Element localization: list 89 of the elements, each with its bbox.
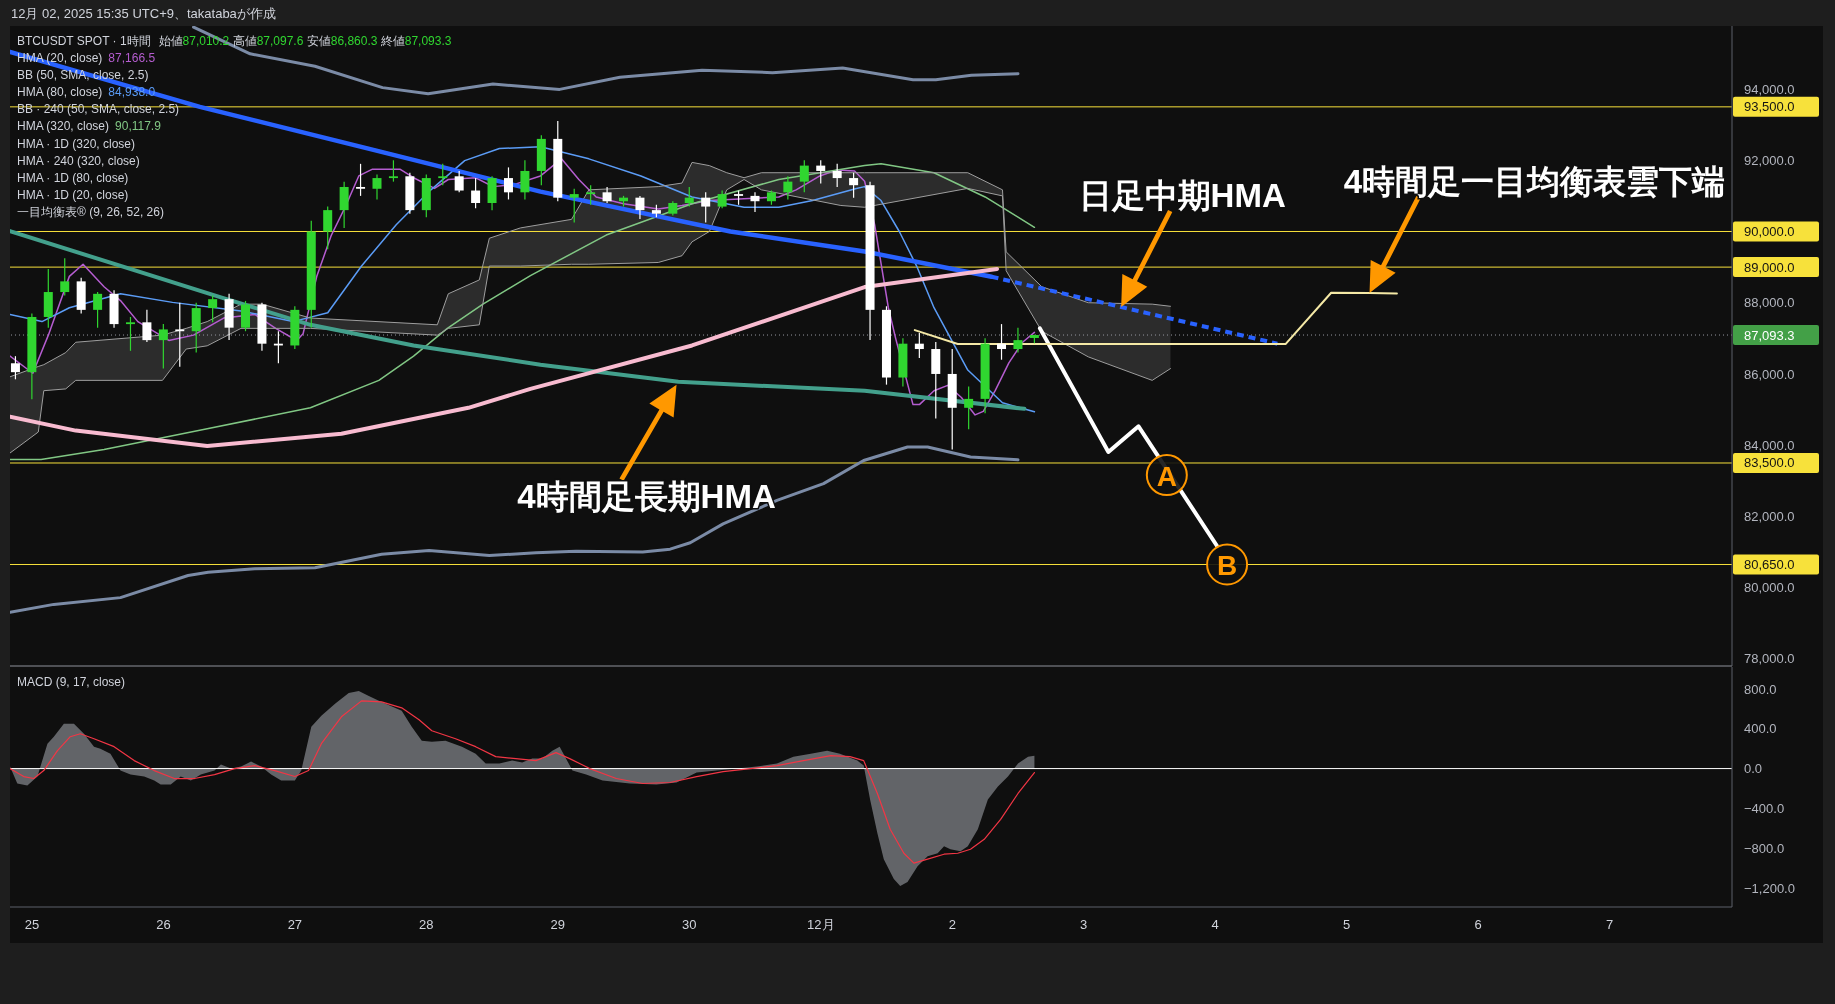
ref-line-label: 87,093.3 <box>1744 327 1795 343</box>
candlestick <box>849 172 859 199</box>
candlestick <box>635 195 645 220</box>
x-tick-label: 5 <box>1343 917 1351 933</box>
y-tick-label: 88,000.0 <box>1744 295 1795 311</box>
x-tick-label: 28 <box>419 917 434 933</box>
candlestick <box>783 175 793 201</box>
line-series <box>10 229 1027 411</box>
ref-line-label: 89,000.0 <box>1744 259 1795 275</box>
text: 12月 02, 2025 15:35 UTC+9、takatabaが作成 <box>11 5 276 23</box>
candlestick <box>914 332 924 359</box>
candlestick <box>158 323 168 370</box>
text: BTCUSDT SPOT · 1時間 <box>17 34 151 48</box>
candlestick <box>208 295 218 323</box>
x-tick-label: 25 <box>24 917 40 933</box>
annotation: HMA · 1D (80, close) <box>17 169 130 187</box>
y-tick-label: −800.0 <box>1744 840 1785 856</box>
y-tick-label: 86,000.0 <box>1744 366 1795 382</box>
candlestick <box>454 170 464 193</box>
candlestick <box>323 205 333 250</box>
y-tick-label: 80,000.0 <box>1744 580 1795 596</box>
annotation: 4時間足長期HMA <box>517 478 776 516</box>
candlestick <box>93 291 103 329</box>
candlestick <box>60 257 70 297</box>
line-series <box>913 291 1398 346</box>
candlestick <box>520 159 530 201</box>
candlestick <box>339 181 349 229</box>
candlestick <box>701 191 711 224</box>
text: MACD (9, 17, close) <box>17 675 126 689</box>
candlestick <box>750 191 760 213</box>
candlestick <box>997 323 1007 361</box>
candlestick <box>241 300 251 332</box>
candlestick <box>569 188 579 224</box>
ref-line-label: 93,500.0 <box>1744 99 1795 115</box>
y-tick-label: 78,000.0 <box>1744 651 1795 667</box>
y-tick-label: 94,000.0 <box>1744 81 1795 97</box>
x-tick-label: 12月 <box>807 917 835 933</box>
annotation: HMA · 1D (320, close) <box>17 135 137 153</box>
y-tick-label: 84,000.0 <box>1744 437 1795 453</box>
x-tick-label: 2 <box>948 917 956 933</box>
x-tick-label: 30 <box>682 917 697 933</box>
annotation: 一目均衡表® (9, 26, 52, 26) <box>17 203 165 221</box>
annotation: A <box>1156 460 1177 492</box>
x-tick-label: 6 <box>1474 917 1482 933</box>
candlestick <box>832 163 842 188</box>
candlestick <box>372 173 382 201</box>
candlestick <box>142 309 152 343</box>
line-series <box>10 700 1036 864</box>
annotation: HMA · 240 (320, close) <box>17 152 141 170</box>
candlestick <box>586 184 596 206</box>
annotation: HMA · 1D (20, close) <box>17 186 130 204</box>
x-tick-label: 27 <box>287 917 303 933</box>
y-tick-label: 400.0 <box>1744 721 1777 737</box>
candlestick <box>10 355 20 380</box>
candlestick <box>175 302 185 368</box>
y-tick-label: 92,000.0 <box>1744 152 1795 168</box>
candlestick <box>503 166 513 201</box>
candlestick <box>356 163 366 197</box>
y-tick-label: 800.0 <box>1744 681 1777 697</box>
annotation: 4時間足一目均衡表雲下端 <box>1343 162 1726 200</box>
annotation: HMA (320, close) 90,117.9 <box>17 118 162 136</box>
ref-line-label: 80,650.0 <box>1744 557 1795 572</box>
x-tick-label: 26 <box>156 917 171 933</box>
x-tick-label: 29 <box>550 917 566 933</box>
line-series <box>1037 326 1220 548</box>
line-series <box>10 266 999 448</box>
ref-line-label: 83,500.0 <box>1744 455 1795 471</box>
y-tick-label: 0.0 <box>1744 761 1763 777</box>
x-tick-label: 4 <box>1211 917 1219 933</box>
candlestick <box>799 159 809 193</box>
x-tick-label: 3 <box>1080 917 1088 933</box>
y-tick-label: 82,000.0 <box>1744 509 1795 525</box>
candlestick <box>438 163 448 186</box>
candlestick <box>471 177 481 209</box>
candlestick <box>388 159 398 183</box>
annotation: 日足中期HMA <box>1078 176 1286 214</box>
candlestick <box>684 186 694 208</box>
candlestick <box>816 159 826 185</box>
y-tick-label: −1,200.0 <box>1744 880 1795 896</box>
candlestick <box>1013 327 1023 354</box>
annotation: BB (50, SMA, close, 2.5) <box>17 67 150 85</box>
x-tick-label: 7 <box>1606 917 1614 933</box>
candlestick <box>191 302 201 354</box>
candlestick <box>964 385 974 430</box>
annotation: B <box>1216 550 1238 581</box>
line-series <box>10 445 1020 614</box>
ref-line-label: 90,000.0 <box>1744 224 1795 239</box>
candlestick <box>125 316 135 352</box>
y-tick-label: −400.0 <box>1744 801 1785 817</box>
